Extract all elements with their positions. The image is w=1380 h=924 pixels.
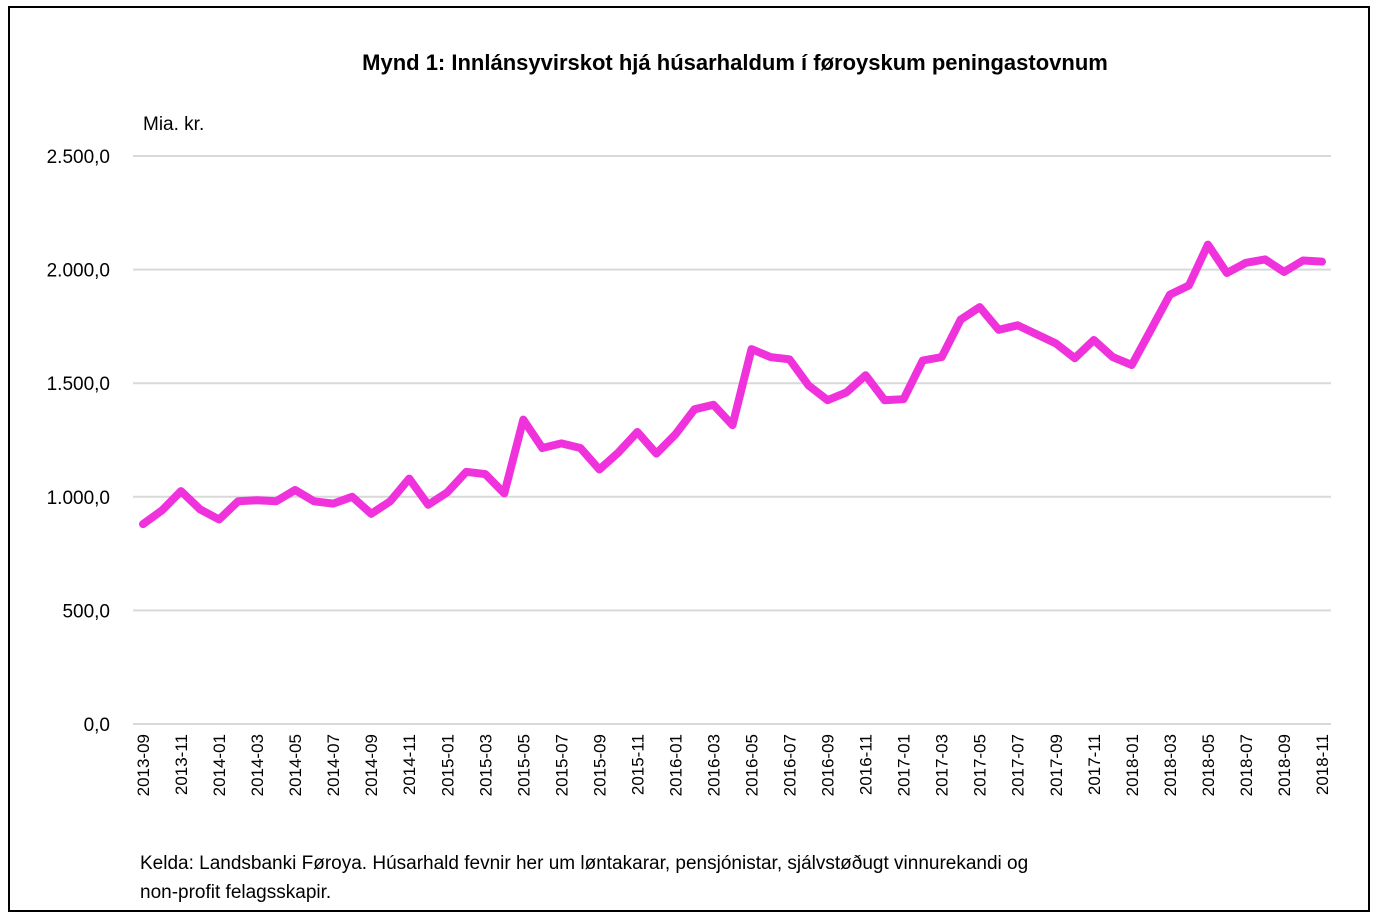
x-tick-label: 2018-11 [1313, 734, 1332, 795]
x-tick-label: 2018-09 [1275, 734, 1294, 796]
x-tick-label: 2013-11 [172, 734, 191, 795]
y-axis-ticks: 0,0 500,0 1.000,0 1.500,0 2.000,0 2.500,0 [47, 147, 110, 736]
x-tick-label: 2014-03 [248, 734, 267, 796]
x-tick-label: 2014-09 [362, 734, 381, 796]
x-tick-label: 2014-05 [286, 734, 305, 796]
y-tick-label: 2.000,0 [47, 261, 110, 282]
x-tick-label: 2015-01 [438, 734, 457, 796]
footnote-line-1: Kelda: Landsbanki Føroya. Húsarhald fevn… [140, 853, 1028, 874]
x-tick-label: 2016-03 [704, 734, 723, 796]
chart-frame [8, 6, 1370, 912]
x-tick-label: 2015-03 [476, 734, 495, 796]
gridlines [133, 155, 1331, 725]
y-unit-label: Mia. kr. [143, 114, 204, 135]
x-tick-label: 2015-07 [552, 734, 571, 796]
x-tick-label: 2017-11 [1085, 734, 1104, 795]
x-tick-label: 2014-11 [400, 734, 419, 795]
x-axis-ticks: 2013-09 2013-11 2014-01 2014-03 2014-05 2014-… [134, 734, 1332, 796]
x-tick-label: 2016-11 [857, 734, 876, 795]
x-tick-label: 2016-09 [819, 734, 838, 796]
y-tick-label: 500,0 [62, 601, 110, 622]
x-tick-label: 2015-11 [628, 734, 647, 795]
x-tick-label: 2016-07 [781, 734, 800, 796]
x-tick-label: 2017-03 [933, 734, 952, 796]
x-tick-label: 2016-05 [743, 734, 762, 796]
series-line [139, 240, 1326, 529]
x-tick-label: 2018-05 [1199, 734, 1218, 796]
x-tick-label: 2015-09 [590, 734, 609, 796]
series-layer [139, 240, 1326, 529]
y-tick-label: 0,0 [84, 715, 110, 736]
x-tick-label: 2017-09 [1047, 734, 1066, 796]
x-tick-label: 2017-01 [895, 734, 914, 796]
footnote-line-2: non-profit felagsskapir. [140, 882, 331, 903]
x-tick-label: 2018-01 [1123, 734, 1142, 796]
x-tick-label: 2017-05 [971, 734, 990, 796]
x-tick-label: 2013-09 [134, 734, 153, 796]
x-tick-label: 2018-07 [1237, 734, 1256, 796]
y-tick-label: 2.500,0 [47, 147, 110, 168]
x-tick-label: 2014-07 [324, 734, 343, 796]
x-tick-label: 2018-03 [1161, 734, 1180, 796]
x-tick-label: 2017-07 [1009, 734, 1028, 796]
y-tick-label: 1.000,0 [47, 488, 110, 509]
chart-title: Mynd 1: Innlánsyvirskot hjá húsarhaldum … [362, 50, 1108, 75]
x-tick-label: 2015-05 [514, 734, 533, 796]
x-tick-label: 2016-01 [666, 734, 685, 796]
x-tick-label: 2014-01 [210, 734, 229, 796]
y-tick-label: 1.500,0 [47, 374, 110, 395]
